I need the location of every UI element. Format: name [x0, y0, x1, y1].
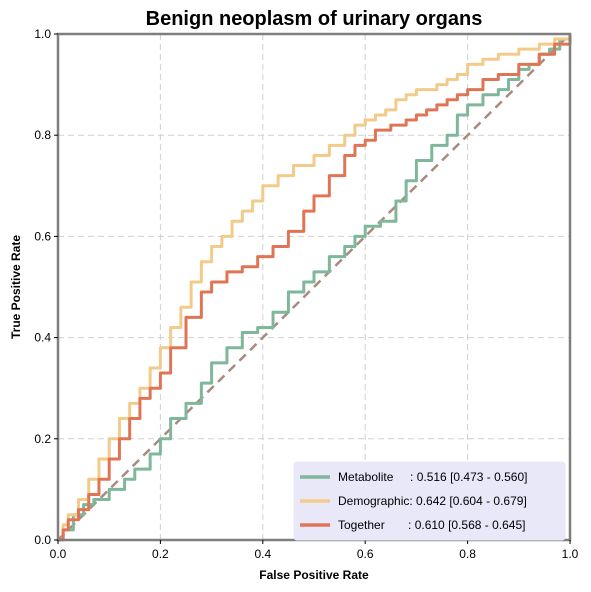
x-axis-label: False Positive Rate	[259, 568, 369, 582]
x-tick-label: 0.0	[50, 547, 67, 561]
chart-title: Benign neoplasm of urinary organs	[146, 8, 483, 30]
series-line-metabolite	[58, 34, 572, 542]
y-tick-label: 0.2	[34, 432, 51, 446]
x-tick-label: 1.0	[562, 547, 579, 561]
y-tick-label: 0.6	[34, 229, 51, 243]
x-tick-label: 0.8	[459, 547, 476, 561]
axis-ticks: 0.0 0.2 0.4 0.6 0.8 1.0 0.0 0.2 0.4 0.6 0.8 1.0	[34, 27, 578, 561]
legend-label-together: Together : 0.610 [0.568 - 0.645]	[338, 518, 525, 532]
x-tick-label: 0.2	[152, 547, 169, 561]
x-tick-label: 0.6	[357, 547, 374, 561]
legend-box	[293, 461, 566, 541]
y-axis-label: True Positive Rate	[9, 235, 23, 339]
y-tick-label: 0.8	[34, 128, 51, 142]
legend-label-metabolite: Metabolite : 0.516 [0.473 - 0.560]	[338, 470, 527, 484]
series-lines	[58, 34, 572, 542]
grid	[58, 34, 570, 540]
y-tick-label: 0.4	[34, 331, 51, 345]
series-line-demographic	[58, 34, 572, 542]
legend: Metabolite : 0.516 [0.473 - 0.560] Demogr…	[293, 461, 566, 541]
y-tick-label: 1.0	[34, 27, 51, 41]
y-tick-label: 0.0	[34, 533, 51, 547]
legend-label-demographic: Demographic: 0.642 [0.604 - 0.679]	[338, 494, 527, 508]
x-tick-label: 0.4	[254, 547, 271, 561]
series-line-together	[58, 34, 572, 542]
